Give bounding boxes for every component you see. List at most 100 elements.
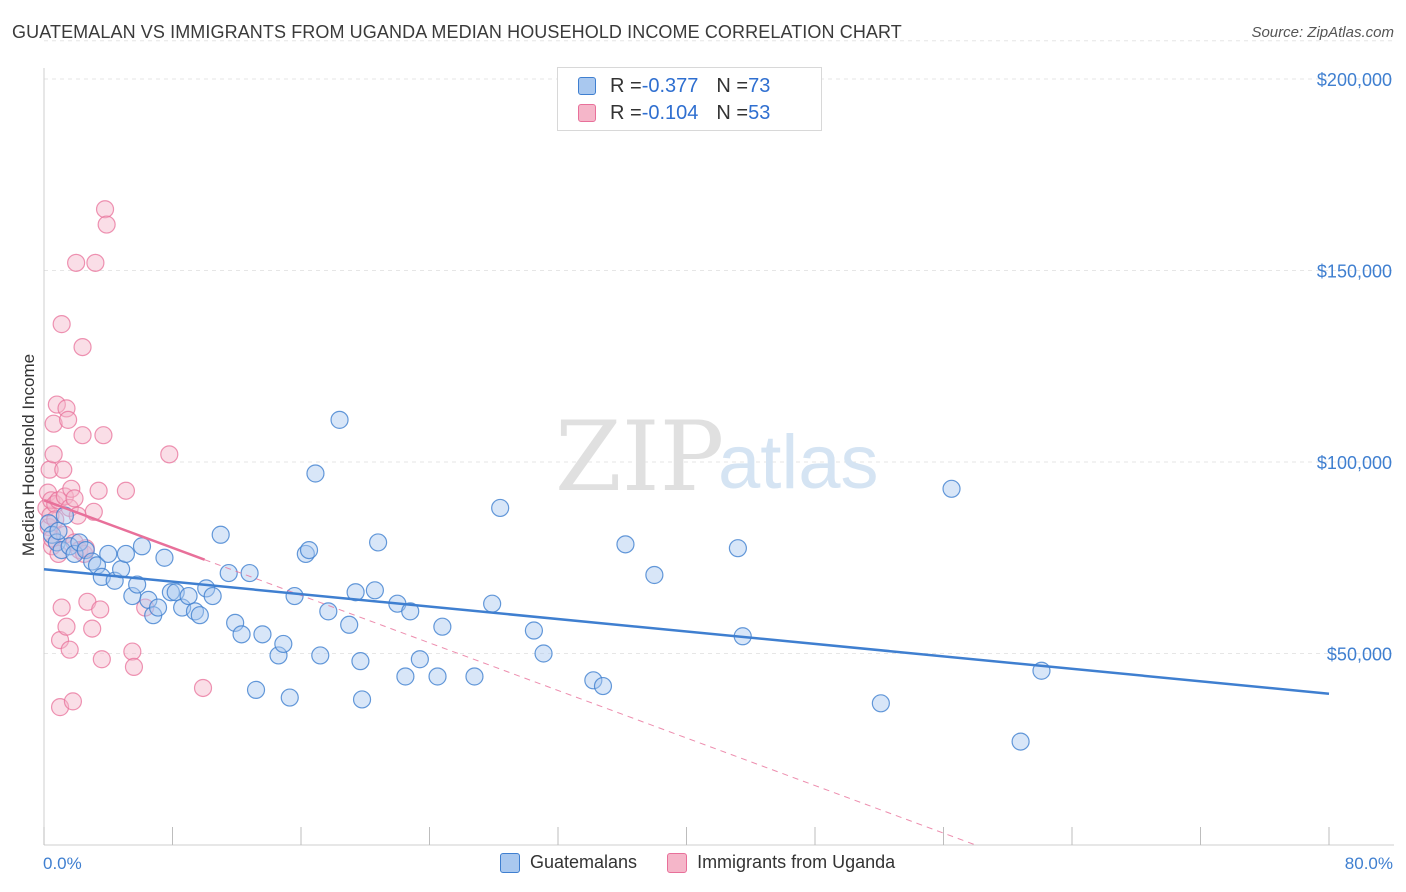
guatemalan-point (396, 667, 415, 686)
guatemalan-point (190, 606, 209, 625)
legend-n-value: 53 (748, 101, 771, 124)
guatemalan-point (871, 694, 890, 713)
legend-swatch-blue (500, 852, 520, 873)
legend-n-value: 73 (748, 74, 771, 97)
uganda-point (52, 598, 71, 617)
legend-n-label: N = (716, 74, 749, 97)
y-tick-labels: $50,000 $100,000 $150,000 $200,000 (1317, 70, 1392, 665)
guatemalan-point (584, 671, 603, 690)
uganda-point (193, 678, 213, 698)
guatemalan-point (299, 540, 319, 560)
uganda-point (44, 414, 63, 433)
axes (43, 68, 1394, 846)
guatemalan-point (76, 540, 95, 560)
y-axis-label: Median Household Income (19, 354, 38, 556)
guatemalan-point (369, 533, 388, 552)
guatemalan-point (410, 650, 429, 669)
guatemalan-point (128, 575, 147, 594)
watermark-atlas: atlas (718, 420, 879, 505)
uganda-point (83, 619, 102, 638)
y-tick-label: $150,000 (1317, 262, 1392, 282)
source-label: Source: ZipAtlas.com (1251, 24, 1394, 41)
guatemalan-point (285, 586, 304, 606)
guatemalan-point (155, 548, 174, 567)
uganda-point (57, 399, 76, 418)
guatemalan-point (49, 521, 68, 541)
x-tick-label-max: 80.0% (1345, 854, 1393, 873)
guatemalan-point (116, 544, 136, 564)
uganda-trend-extension (204, 559, 976, 846)
legend-n-label: N = (716, 101, 749, 124)
guatemalan-point (433, 617, 452, 636)
y-tick-label: $50,000 (1327, 645, 1392, 665)
legend-r-label: R = (610, 74, 642, 97)
guatemalan-point (65, 544, 84, 564)
uganda-point (57, 617, 76, 636)
legend-row-uganda: R = -0.104 N = 53 (578, 100, 770, 126)
guatemalan-point (524, 621, 544, 640)
guatemalan-point (340, 615, 359, 634)
uganda-point (123, 642, 142, 661)
guatemalan-point (483, 594, 502, 613)
guatemalan-point (226, 613, 245, 632)
guatemalan-point (346, 583, 365, 602)
guatemalan-point (728, 539, 748, 558)
legend-label-guatemalans: Guatemalans (530, 852, 638, 872)
series-uganda-points (37, 200, 213, 717)
guatemalan-point (534, 644, 553, 663)
guatemalan-point (132, 537, 152, 556)
guatemalan-point (219, 563, 238, 583)
guatemalan-point (161, 583, 180, 602)
uganda-point (95, 200, 115, 219)
grid-lines (44, 40, 1394, 654)
uganda-point (73, 338, 92, 357)
guatemalan-point (942, 479, 961, 498)
guatemalan-point (253, 625, 272, 644)
uganda-point (58, 410, 78, 429)
legend-swatch-blue (578, 77, 596, 95)
uganda-point (91, 600, 110, 619)
legend-label-uganda: Immigrants from Uganda (697, 852, 896, 872)
uganda-point (160, 445, 179, 464)
guatemalan-point (306, 464, 325, 483)
uganda-point (92, 650, 111, 669)
guatemalan-point (351, 652, 370, 671)
guatemalan-point (593, 676, 613, 696)
guatemalan-point (616, 535, 635, 554)
legend-row-guatemalans: R = -0.377 N = 73 (578, 73, 770, 99)
guatemalan-point (240, 563, 259, 583)
watermark-zip: ZIP (555, 401, 724, 513)
uganda-point (124, 657, 144, 677)
uganda-point (44, 445, 63, 464)
uganda-point (67, 253, 86, 272)
guatemalan-point (232, 625, 251, 644)
trend-lines (43, 499, 1330, 846)
guatemalan-point (319, 602, 338, 621)
uganda-point (63, 692, 83, 711)
uganda-point (54, 460, 73, 479)
guatemalan-point (645, 565, 664, 585)
uganda-point (86, 253, 105, 272)
y-tick-label: $200,000 (1317, 70, 1392, 90)
series-legend: Guatemalans Immigrants from Uganda (500, 852, 925, 873)
uganda-point (89, 481, 108, 500)
uganda-point (52, 315, 71, 334)
uganda-point (47, 395, 66, 414)
legend-r-value: -0.377 (641, 74, 699, 97)
uganda-point (116, 481, 136, 500)
guatemalan-point (274, 634, 293, 654)
chart-title: GUATEMALAN VS IMMIGRANTS FROM UGANDA MED… (12, 22, 902, 42)
guatemalan-point (311, 646, 330, 665)
legend-item-guatemalans: Guatemalans (500, 852, 637, 873)
legend-swatch-pink (667, 852, 688, 873)
uganda-point (62, 479, 81, 498)
uganda-trend-line (43, 499, 206, 561)
legend-swatch-pink (578, 104, 596, 122)
uganda-point (40, 460, 59, 479)
uganda-point (97, 215, 116, 234)
uganda-point (73, 426, 92, 445)
uganda-point (94, 426, 113, 445)
guatemalan-point (246, 680, 266, 699)
guatemalan-point (280, 688, 299, 707)
